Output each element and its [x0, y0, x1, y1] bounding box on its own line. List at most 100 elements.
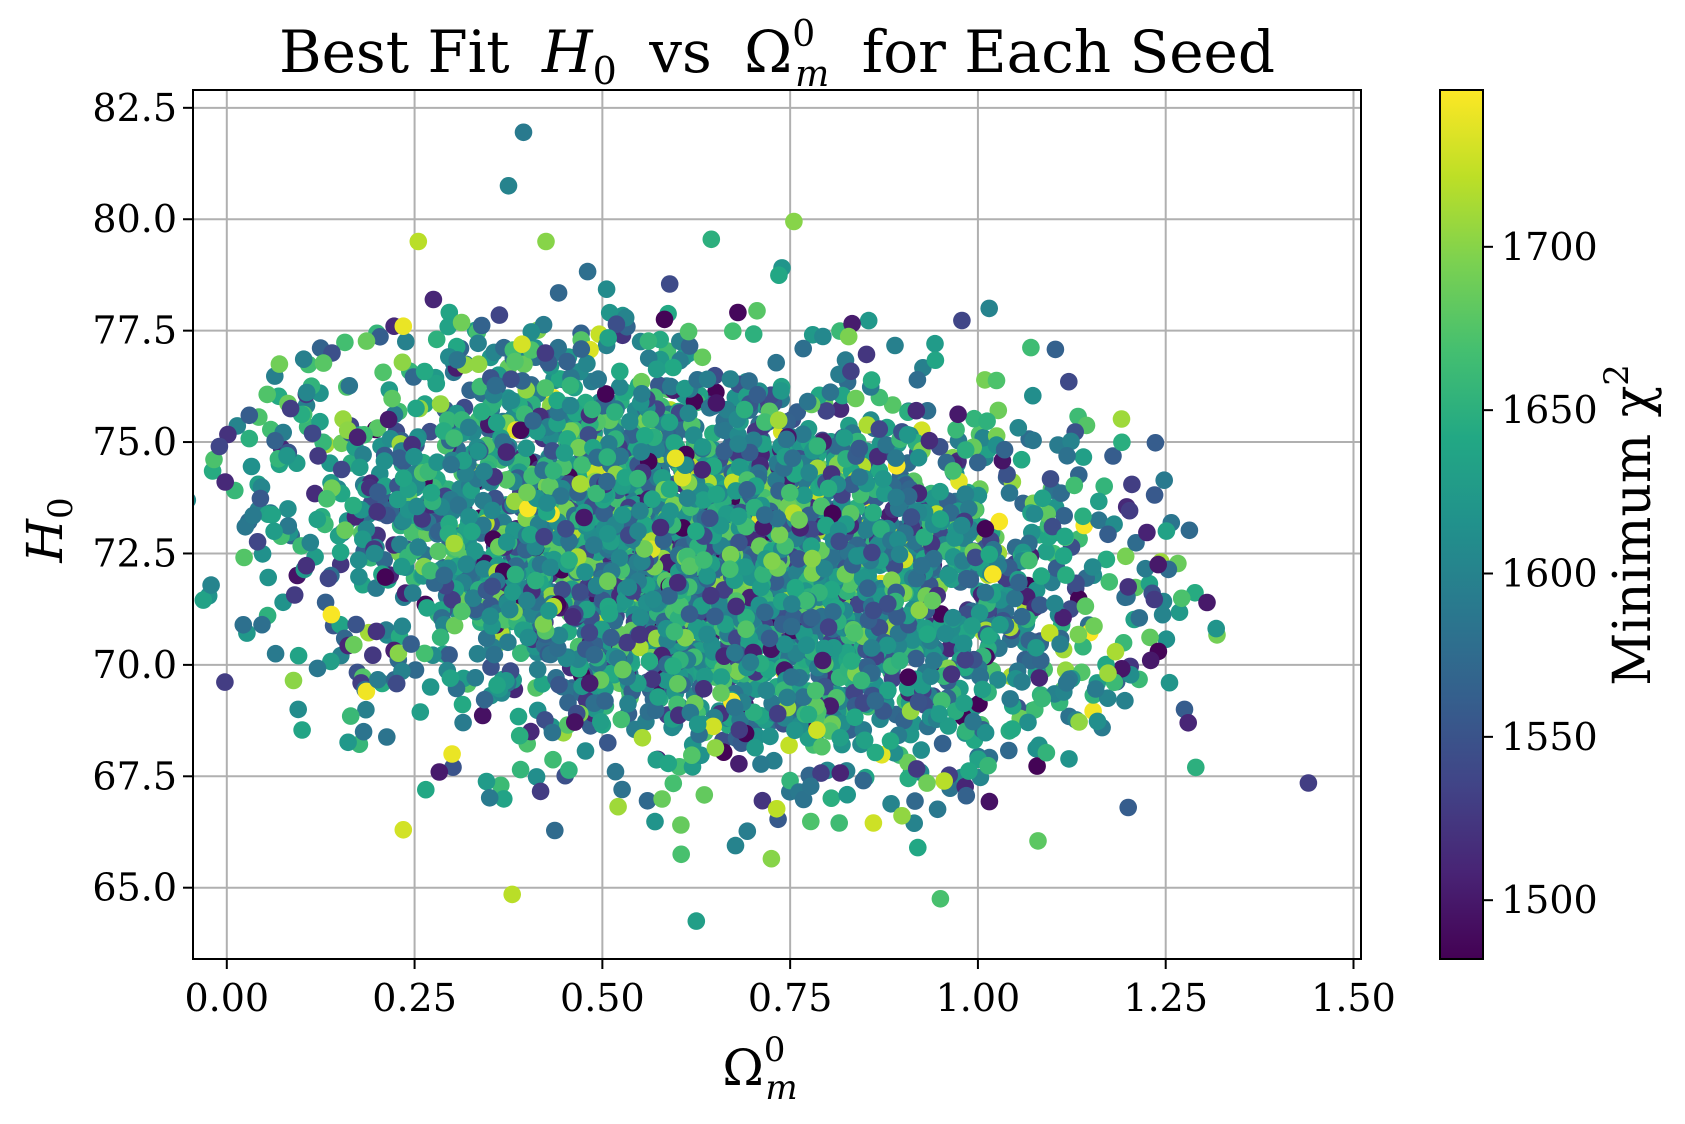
data-point: [806, 681, 825, 700]
data-point: [524, 412, 542, 430]
data-point: [848, 547, 866, 565]
data-point: [887, 449, 905, 467]
data-point: [907, 401, 926, 420]
data-point: [1051, 635, 1069, 653]
colorbar-tick-label-1: 1550: [1501, 715, 1598, 759]
title-omega-sub: m: [795, 54, 829, 95]
data-point: [469, 334, 487, 353]
data-point: [1013, 607, 1031, 626]
data-point: [980, 792, 999, 811]
data-point: [598, 448, 617, 466]
data-point: [978, 412, 996, 431]
data-point: [1153, 605, 1172, 624]
data-point: [687, 522, 705, 541]
data-point: [563, 608, 582, 626]
data-point: [850, 439, 869, 458]
data-point: [794, 425, 812, 444]
data-point: [798, 392, 817, 411]
data-point: [915, 528, 934, 546]
data-point: [1170, 603, 1189, 621]
data-point: [659, 754, 678, 773]
data-point: [879, 681, 897, 700]
data-point: [1157, 522, 1176, 540]
data-point: [265, 522, 283, 541]
y-label-sub: 0: [41, 497, 81, 519]
data-point: [746, 738, 764, 757]
data-point: [614, 660, 632, 679]
data-point: [855, 731, 874, 750]
data-point: [611, 447, 629, 466]
data-point: [1180, 521, 1199, 540]
data-point: [1083, 558, 1102, 576]
data-point: [1006, 589, 1024, 608]
y-tick-label-7: 82.5: [92, 86, 177, 130]
data-point: [706, 607, 724, 626]
data-point: [782, 595, 801, 613]
data-point: [1172, 589, 1191, 608]
data-point: [499, 177, 518, 195]
data-point: [763, 552, 781, 570]
data-point: [281, 399, 300, 418]
data-point: [721, 370, 740, 388]
data-point: [635, 540, 654, 558]
data-point: [693, 348, 712, 367]
x-label-base: Ω: [722, 1039, 763, 1097]
colorbar-tick-label-4: 1700: [1501, 225, 1598, 269]
data-point: [912, 741, 930, 759]
data-point: [469, 442, 488, 461]
colorbar-tick-label-3: 1650: [1501, 388, 1598, 432]
data-point: [980, 545, 999, 564]
data-point: [695, 551, 713, 569]
data-point: [527, 768, 546, 786]
data-point: [1012, 450, 1031, 469]
data-point: [354, 722, 373, 741]
data-point: [538, 494, 556, 512]
data-point: [780, 736, 798, 755]
data-point: [930, 705, 948, 723]
data-point: [881, 732, 900, 750]
data-point: [801, 777, 820, 796]
data-point: [976, 520, 995, 538]
data-point: [442, 455, 460, 474]
data-point: [893, 807, 911, 825]
data-point: [1000, 741, 1018, 760]
data-point: [297, 383, 316, 402]
data-point: [504, 583, 522, 601]
data-point: [431, 628, 450, 647]
y-tick-label-2: 70.0: [92, 643, 177, 687]
data-point: [415, 644, 434, 663]
data-point: [712, 668, 731, 686]
data-point: [561, 396, 580, 415]
data-point: [755, 506, 774, 524]
data-point: [640, 652, 659, 670]
data-point: [1141, 651, 1160, 670]
data-point: [1057, 674, 1076, 692]
data-point: [422, 484, 441, 502]
data-point: [989, 671, 1007, 689]
data-point: [1097, 550, 1116, 569]
y-axis-ticks: 65.0 67.5 70.0 72.5 75.0 77.5 80.0 82.5: [92, 86, 193, 910]
y-tick-label-4: 75.0: [92, 420, 177, 464]
data-point: [253, 615, 271, 634]
data-point: [768, 704, 787, 723]
data-point: [606, 403, 624, 421]
data-point: [517, 439, 536, 458]
data-point: [987, 371, 1006, 390]
data-point: [883, 396, 902, 414]
data-point: [729, 303, 747, 322]
data-point: [511, 421, 530, 440]
data-point: [553, 580, 571, 599]
data-point: [331, 543, 350, 561]
x-tick-label-1: 0.25: [372, 976, 457, 1020]
data-point: [786, 578, 805, 597]
data-point: [469, 355, 488, 374]
data-point: [440, 646, 458, 664]
x-tick-label-5: 1.25: [1123, 976, 1208, 1020]
data-point: [729, 507, 748, 526]
data-point: [1106, 642, 1125, 661]
data-point: [857, 345, 876, 364]
data-point: [1058, 447, 1076, 465]
data-point: [772, 382, 790, 400]
data-point: [1009, 419, 1028, 437]
data-point: [672, 816, 690, 834]
